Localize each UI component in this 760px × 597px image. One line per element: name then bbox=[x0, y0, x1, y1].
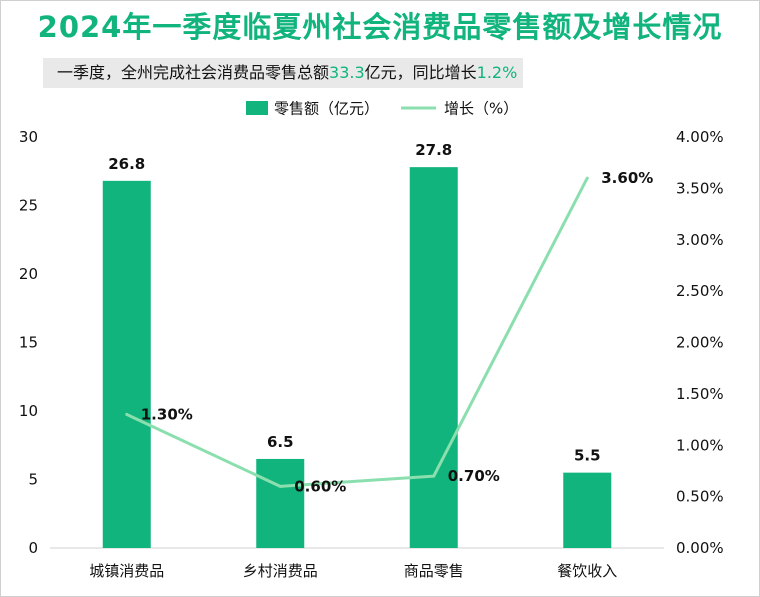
right-axis-tick-label: 1.00% bbox=[676, 436, 724, 454]
bar bbox=[563, 472, 612, 548]
legend-bar-label: 零售额（亿元） bbox=[274, 100, 379, 118]
bar bbox=[102, 180, 151, 548]
bar-value-label: 27.8 bbox=[415, 141, 452, 159]
right-axis-tick-label: 2.50% bbox=[676, 282, 724, 300]
right-axis-tick-label: 3.50% bbox=[676, 179, 724, 197]
left-axis-tick-label: 10 bbox=[19, 402, 38, 420]
legend: 零售额（亿元） 增长（%） bbox=[246, 100, 518, 118]
subtitle-growth: 1.2% bbox=[476, 63, 518, 82]
right-axis-tick-label: 1.50% bbox=[676, 385, 724, 403]
left-axis-tick-label: 15 bbox=[19, 334, 38, 352]
growth-value-label: 0.60% bbox=[294, 477, 346, 495]
category-label: 乡村消费品 bbox=[243, 562, 318, 580]
growth-value-label: 3.60% bbox=[601, 169, 653, 187]
bar bbox=[409, 167, 458, 548]
category-label: 餐饮收入 bbox=[557, 562, 617, 580]
bar-value-label: 5.5 bbox=[574, 447, 601, 465]
legend-bar-swatch bbox=[246, 101, 268, 115]
left-axis-tick-label: 0 bbox=[28, 539, 38, 557]
chart-title: 2024年一季度临夏州社会消费品零售额及增长情况 bbox=[37, 10, 723, 44]
legend-line-label: 增长（%） bbox=[444, 100, 518, 118]
bar-data-labels: 26.8 6.5 27.8 5.5 bbox=[108, 141, 600, 465]
left-axis-tick-label: 20 bbox=[19, 265, 38, 283]
category-label: 商品零售 bbox=[404, 562, 464, 580]
left-axis: 0 5 10 15 20 25 30 bbox=[19, 128, 38, 557]
bar-value-label: 6.5 bbox=[267, 433, 294, 451]
right-axis-tick-label: 0.50% bbox=[676, 488, 724, 506]
growth-line bbox=[126, 177, 589, 488]
right-axis-tick-label: 4.00% bbox=[676, 128, 724, 146]
right-axis: 0.00% 0.50% 1.00% 1.50% 2.00% 2.50% 3.00% 3.50%… bbox=[676, 128, 724, 557]
right-axis-tick-label: 3.00% bbox=[676, 231, 724, 249]
right-axis-tick-label: 2.00% bbox=[676, 334, 724, 352]
growth-point bbox=[278, 484, 282, 488]
growth-point bbox=[125, 412, 129, 416]
growth-value-label: 0.70% bbox=[448, 467, 500, 485]
bar bbox=[256, 458, 305, 548]
growth-point bbox=[432, 474, 436, 478]
category-labels: 城镇消费品 乡村消费品 商品零售 餐饮收入 bbox=[89, 562, 617, 580]
bar-value-label: 26.8 bbox=[108, 155, 145, 173]
subtitle-middle: 亿元，同比增长 bbox=[364, 63, 477, 82]
chart-subtitle: 一季度，全州完成社会消费品零售总额33.3亿元，同比增长1.2% bbox=[43, 58, 524, 88]
left-axis-tick-label: 25 bbox=[19, 197, 38, 215]
subtitle-total: 33.3 bbox=[329, 63, 365, 82]
growth-line-series bbox=[125, 176, 589, 488]
growth-point bbox=[585, 176, 589, 180]
growth-value-label: 1.30% bbox=[141, 405, 193, 423]
category-label: 城镇消费品 bbox=[89, 562, 164, 580]
bars bbox=[102, 167, 612, 548]
line-data-labels: 1.30% 0.60% 0.70% 3.60% bbox=[141, 169, 654, 495]
left-axis-tick-label: 30 bbox=[19, 128, 38, 146]
right-axis-tick-label: 0.00% bbox=[676, 539, 724, 557]
subtitle-prefix: 一季度，全州完成社会消费品零售总额 bbox=[57, 63, 330, 82]
left-axis-tick-label: 5 bbox=[28, 471, 38, 489]
